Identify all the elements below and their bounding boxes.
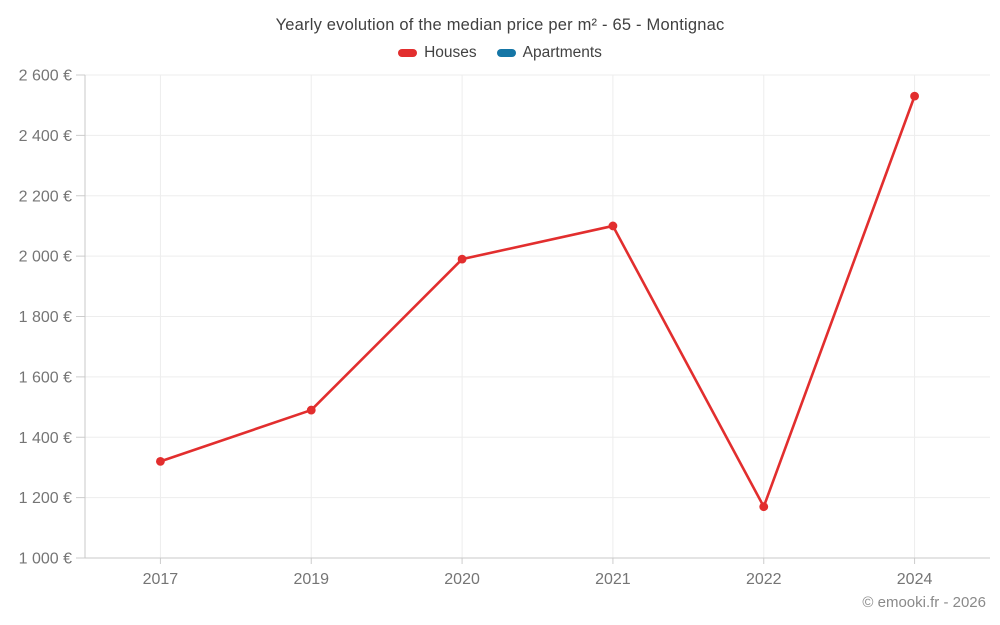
y-tick-label: 2 600 € [19,68,72,85]
houses-series-swatch-icon [398,49,418,57]
y-tick-label: 1 800 € [19,309,72,326]
x-tick-label: 2024 [897,571,933,588]
data-point[interactable] [910,91,919,101]
y-tick-label: 1 400 € [19,430,72,447]
data-point[interactable] [608,221,618,231]
y-tick-label: 1 600 € [19,369,72,386]
data-point[interactable] [156,457,165,466]
y-tick-label: 2 400 € [19,128,72,145]
chart-title: Yearly evolution of the median price per… [275,16,725,34]
copyright: © emooki.fr - 2026 [862,594,986,611]
data-point[interactable] [759,502,769,512]
legend-item-houses[interactable]: Houses [398,44,477,62]
x-tick-label: 2019 [293,571,329,588]
y-tick-label: 2 200 € [19,188,72,205]
legend-label-apartments: Apartments [522,44,602,61]
legend: Houses Apartments [0,44,1000,62]
x-tick-label: 2022 [746,571,782,588]
data-point[interactable] [306,405,316,415]
x-tick-label: 2020 [444,571,480,588]
legend-label-houses: Houses [424,44,477,61]
series-line-houses [159,94,916,508]
apartments-series-swatch-icon [496,49,516,57]
y-tick-label: 2 000 € [19,249,72,266]
data-point[interactable] [457,254,467,264]
x-tick-label: 2017 [143,571,179,588]
y-tick-label: 1 200 € [19,490,72,507]
x-tick-label: 2021 [595,571,631,588]
y-tick-label: 1 000 € [19,551,72,568]
legend-item-apartments[interactable]: Apartments [496,44,602,62]
